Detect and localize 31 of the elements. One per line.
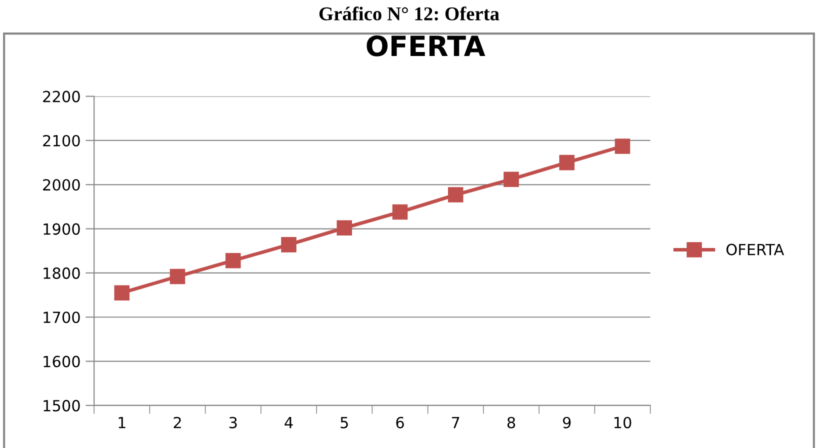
x-tick-label: 3 <box>229 416 237 428</box>
y-tick-label: 1600 <box>44 356 80 368</box>
point <box>225 252 241 268</box>
point <box>504 172 519 187</box>
y-tick-label: 1500 <box>44 400 80 412</box>
x-tick-label: 10 <box>614 416 632 428</box>
point <box>281 237 296 252</box>
x-tick-label: 7 <box>452 417 460 428</box>
y-tick-label: 2000 <box>43 179 80 191</box>
x-tick-label: 4 <box>284 417 293 428</box>
x-tick-label: 8 <box>507 416 516 428</box>
x-tick-label: 2 <box>174 416 181 428</box>
point <box>614 138 630 154</box>
legend-label: OFERTA <box>726 244 784 256</box>
chart-subtitle: Gráfico N° 12: Oferta <box>319 6 500 20</box>
point <box>448 187 464 202</box>
y-tick-label: 1900 <box>44 223 80 235</box>
point <box>336 220 352 236</box>
point <box>392 204 408 220</box>
chart-title: OFERTA <box>366 35 486 56</box>
x-tick-label: 1 <box>118 417 126 428</box>
y-tick-label: 1700 <box>44 312 80 324</box>
point <box>559 154 575 170</box>
y-tick-label: 2200 <box>43 90 80 102</box>
point <box>114 285 130 300</box>
x-tick-label: 9 <box>562 416 571 428</box>
x-tick-label: 6 <box>396 416 404 428</box>
y-tick-label: 2100 <box>43 134 80 146</box>
y-tick-label: 1800 <box>44 267 80 279</box>
x-tick-label: 5 <box>340 417 348 428</box>
point <box>170 268 186 284</box>
